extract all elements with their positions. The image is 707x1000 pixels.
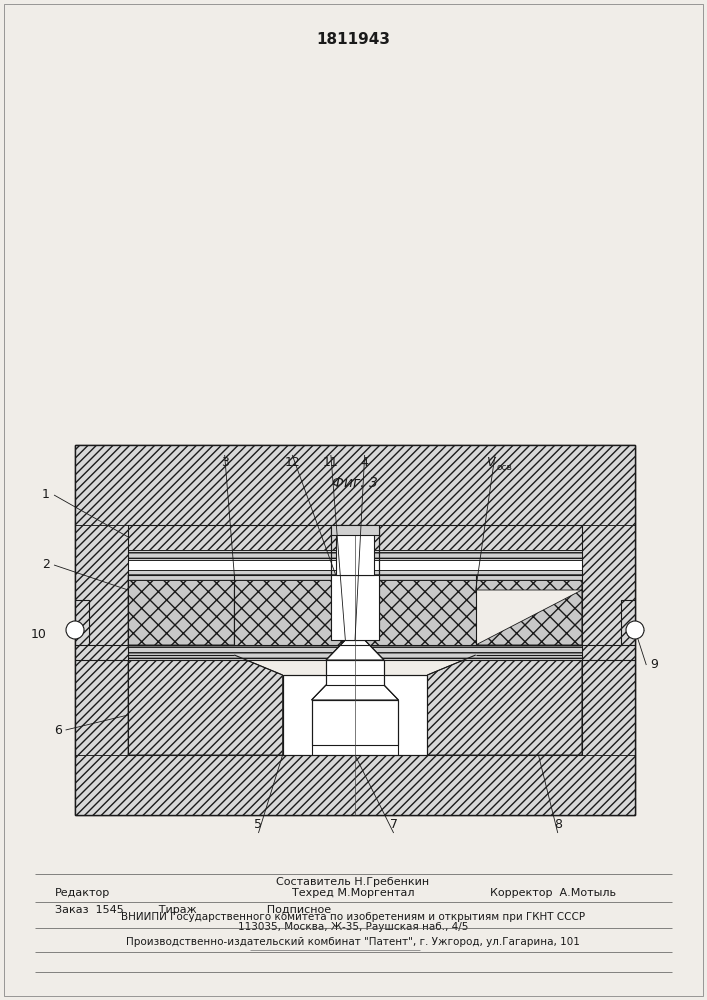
Text: 11: 11 [323,456,339,470]
Polygon shape [128,655,283,755]
Text: 5: 5 [255,818,262,832]
Polygon shape [128,560,582,570]
Polygon shape [128,525,582,550]
Text: 1811943: 1811943 [316,32,390,47]
Text: 12: 12 [284,456,300,470]
Text: 7: 7 [390,818,397,832]
Polygon shape [234,575,476,645]
Text: 4: 4 [361,456,368,470]
Polygon shape [128,645,582,660]
Text: Техред М.Моргентал: Техред М.Моргентал [292,888,414,898]
Text: Редактор: Редактор [55,888,110,898]
Polygon shape [428,655,582,755]
Polygon shape [128,570,582,580]
Polygon shape [582,525,635,755]
Text: Корректор  А.Мотыль: Корректор А.Мотыль [490,888,616,898]
Text: Фиг. 3: Фиг. 3 [332,476,378,490]
Text: 8: 8 [554,818,562,832]
Polygon shape [331,525,379,535]
Circle shape [66,621,84,639]
Text: 2: 2 [42,558,50,572]
Polygon shape [283,675,428,755]
Polygon shape [128,575,582,645]
Polygon shape [312,700,399,745]
Text: ВНИИПИ Государственного комитета по изобретениям и открытиям при ГКНТ СССР: ВНИИПИ Государственного комитета по изоб… [121,912,585,922]
Polygon shape [326,660,384,685]
Text: 9: 9 [650,658,658,672]
Polygon shape [336,525,374,575]
Polygon shape [312,685,399,700]
Polygon shape [128,550,582,560]
Bar [75,445,635,815]
Polygon shape [75,525,128,755]
Text: осв: осв [497,464,513,473]
Polygon shape [75,600,128,660]
Polygon shape [75,755,635,815]
Polygon shape [331,575,379,640]
Polygon shape [582,600,635,660]
Text: Заказ  1545          Тираж                    Подписное: Заказ 1545 Тираж Подписное [55,905,331,915]
Text: V: V [486,456,494,470]
Polygon shape [326,640,384,660]
Polygon shape [75,445,635,525]
Text: 10: 10 [30,629,46,642]
Text: Производственно-издательский комбинат "Патент", г. Ужгород, ул.Гагарина, 101: Производственно-издательский комбинат "П… [126,937,580,947]
Text: 1: 1 [42,488,50,502]
Circle shape [626,621,644,639]
Text: 3: 3 [221,456,228,470]
Text: 6: 6 [54,724,62,736]
Text: Составитель Н.Гребенкин: Составитель Н.Гребенкин [276,877,430,887]
Text: 113035, Москва, Ж-35, Раушская наб., 4/5: 113035, Москва, Ж-35, Раушская наб., 4/5 [238,922,468,932]
